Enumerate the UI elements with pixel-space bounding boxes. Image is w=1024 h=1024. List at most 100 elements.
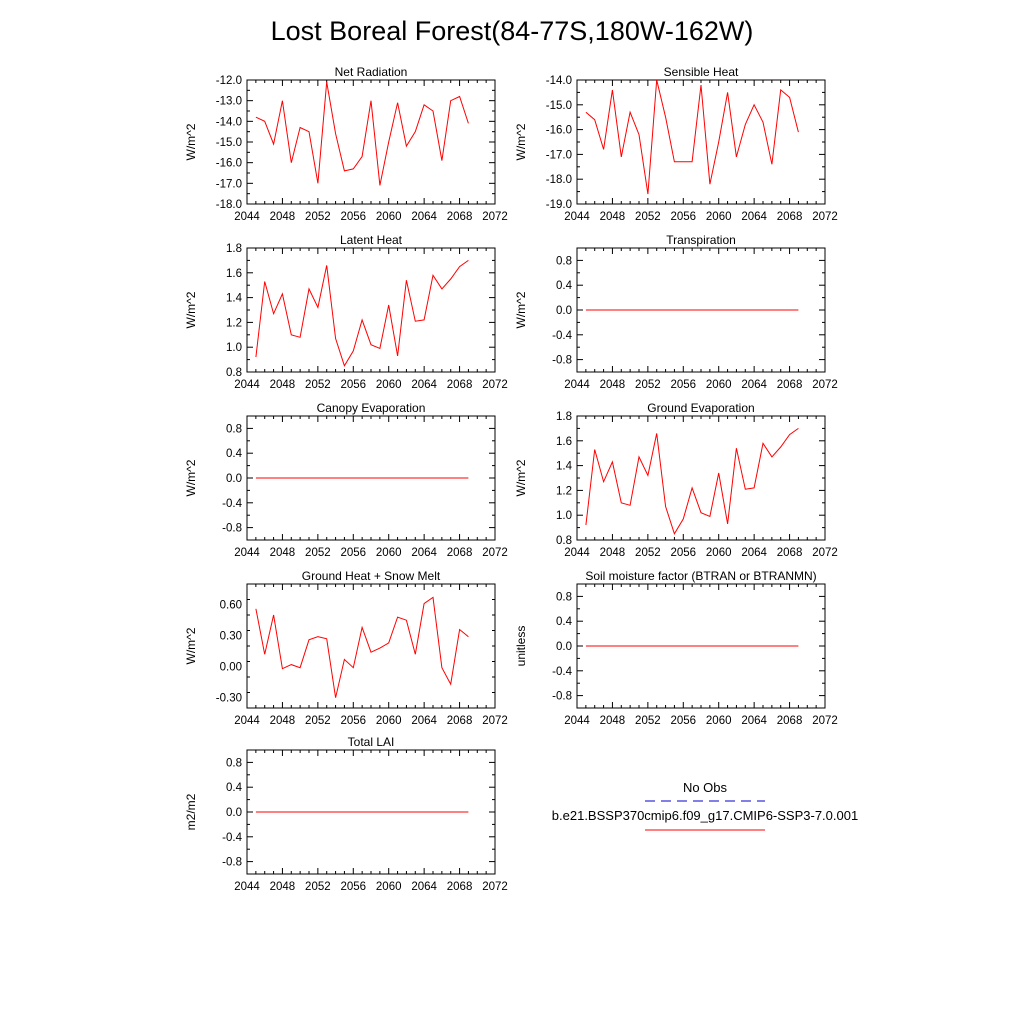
x-tick-label: 2044 [234, 547, 260, 559]
x-tick-label: 2048 [600, 379, 626, 391]
x-tick-label: 2068 [447, 881, 473, 893]
y-tick-label: -17.0 [216, 178, 242, 190]
y-axis-label: W/m^2 [184, 291, 198, 328]
chart-panel: Total LAI 2044 2048 2052 2056 2060 2064 2068 207… [184, 735, 508, 893]
x-tick-label: 2060 [376, 547, 402, 559]
y-axis-label: W/m^2 [514, 123, 528, 160]
legend-obs-label: No Obs [683, 780, 728, 795]
y-tick-label: 0.0 [556, 641, 572, 653]
x-tick-label: 2068 [777, 715, 803, 727]
x-tick-label: 2056 [340, 715, 366, 727]
y-tick-label: -0.4 [222, 832, 242, 844]
x-tick-label: 2044 [234, 881, 260, 893]
y-tick-label: 0.4 [556, 616, 573, 628]
y-tick-label: 0.0 [556, 305, 572, 317]
x-tick-label: 2064 [411, 547, 437, 559]
panel-title: Ground Heat + Snow Melt [302, 569, 441, 583]
panel-title: Transpiration [666, 233, 736, 247]
x-tick-label: 2056 [340, 211, 366, 223]
chart-panel: Canopy Evaporation 2044 2048 2052 2056 2060 20… [184, 401, 508, 559]
x-tick-label: 2068 [447, 211, 473, 223]
x-tick-label: 2060 [706, 715, 732, 727]
y-tick-label: 0.4 [226, 782, 243, 794]
series-line [585, 79, 799, 195]
x-tick-label: 2064 [411, 211, 437, 223]
figure-title: Lost Boreal Forest(84-77S,180W-162W) [271, 16, 754, 46]
chart-panel: Net Radiation 2044 2048 2052 2056 2060 2064 206… [184, 65, 508, 223]
x-tick-label: 2072 [812, 211, 838, 223]
chart-panel: Soil moisture factor (BTRAN or BTRANMN) 2… [514, 569, 838, 727]
plot-frame [246, 247, 496, 373]
x-tick-label: 2068 [447, 715, 473, 727]
x-tick-label: 2064 [741, 379, 767, 391]
x-tick-label: 2060 [706, 379, 732, 391]
y-tick-label: -13.0 [216, 96, 242, 108]
y-tick-label: 0.4 [226, 448, 243, 460]
y-tick-label: -0.30 [216, 693, 242, 705]
plot-frame [576, 79, 826, 205]
x-tick-label: 2052 [305, 881, 331, 893]
y-tick-label: 0.4 [556, 280, 573, 292]
x-tick-label: 2056 [340, 881, 366, 893]
x-tick-label: 2048 [270, 881, 296, 893]
y-tick-label: -0.8 [222, 523, 242, 535]
chart-panel: Ground Heat + Snow Melt 2044 2048 2052 2056 2… [184, 569, 508, 727]
y-tick-label: 1.0 [556, 510, 572, 522]
x-tick-label: 2048 [270, 211, 296, 223]
x-tick-label: 2052 [305, 715, 331, 727]
chart-panel: Transpiration 2044 2048 2052 2056 2060 2064 206… [514, 233, 838, 391]
y-tick-label: 0.8 [226, 423, 242, 435]
x-tick-label: 2060 [376, 881, 402, 893]
y-axis-label: unitless [514, 626, 528, 667]
x-tick-label: 2064 [741, 547, 767, 559]
x-tick-label: 2068 [777, 211, 803, 223]
y-axis-label: m2/m2 [184, 793, 198, 830]
y-tick-label: 1.6 [226, 268, 242, 280]
x-tick-label: 2052 [305, 211, 331, 223]
y-axis-label: W/m^2 [184, 123, 198, 160]
x-tick-label: 2068 [447, 379, 473, 391]
y-tick-label: 1.2 [226, 317, 242, 329]
panel-title: Soil moisture factor (BTRAN or BTRANMN) [585, 569, 816, 583]
y-tick-label: 0.00 [220, 662, 242, 674]
y-tick-label: 0.8 [226, 757, 242, 769]
series-line [255, 596, 469, 698]
x-tick-label: 2044 [564, 715, 590, 727]
y-tick-label: 0.0 [226, 807, 242, 819]
chart-panel: Ground Evaporation 2044 2048 2052 2056 2060 20… [514, 401, 838, 559]
x-tick-label: 2052 [635, 547, 661, 559]
y-tick-label: -14.0 [546, 75, 572, 87]
y-axis-label: W/m^2 [514, 459, 528, 496]
x-tick-label: 2048 [600, 547, 626, 559]
y-tick-label: -16.0 [546, 125, 572, 137]
x-tick-label: 2072 [812, 379, 838, 391]
y-tick-label: -12.0 [216, 75, 242, 87]
x-tick-label: 2044 [234, 715, 260, 727]
x-tick-label: 2044 [564, 379, 590, 391]
y-tick-label: 1.4 [226, 293, 243, 305]
series-line [255, 259, 469, 368]
y-tick-label: -0.8 [552, 691, 572, 703]
y-tick-label: -19.0 [546, 199, 572, 211]
x-tick-label: 2052 [635, 715, 661, 727]
x-tick-label: 2072 [482, 715, 508, 727]
x-tick-label: 2052 [305, 379, 331, 391]
y-tick-label: -0.4 [552, 330, 572, 342]
y-tick-label: 1.8 [226, 243, 242, 255]
x-tick-label: 2068 [777, 379, 803, 391]
plot-frame [246, 79, 496, 205]
x-tick-label: 2068 [777, 547, 803, 559]
x-tick-label: 2060 [376, 379, 402, 391]
y-tick-label: 1.2 [556, 485, 572, 497]
x-tick-label: 2056 [670, 379, 696, 391]
y-tick-label: -0.8 [552, 355, 572, 367]
x-tick-label: 2060 [706, 547, 732, 559]
x-tick-label: 2072 [812, 547, 838, 559]
x-tick-label: 2072 [482, 211, 508, 223]
x-tick-label: 2072 [812, 715, 838, 727]
x-tick-label: 2072 [482, 547, 508, 559]
x-tick-label: 2064 [411, 881, 437, 893]
x-tick-label: 2060 [376, 715, 402, 727]
panel-title: Canopy Evaporation [317, 401, 426, 415]
x-tick-label: 2044 [564, 547, 590, 559]
